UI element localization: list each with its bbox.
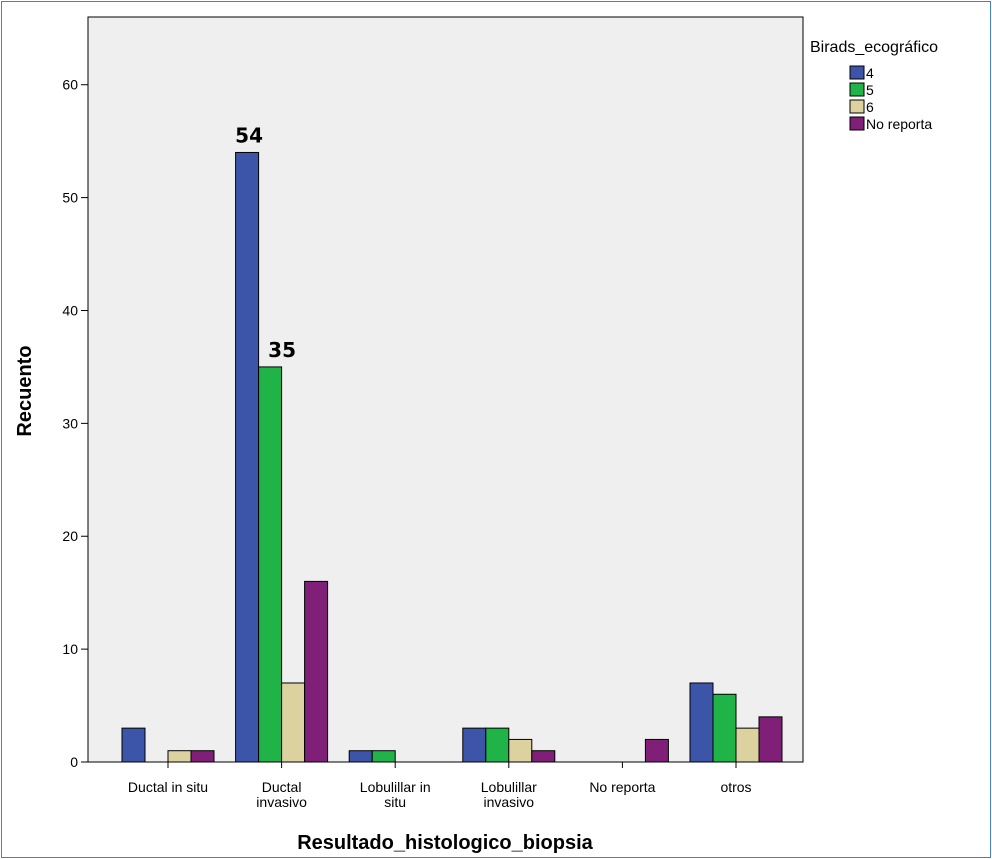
y-tick-label: 50 — [62, 190, 78, 206]
bars — [121, 151, 783, 763]
bar — [485, 727, 510, 763]
y-tick-label: 20 — [62, 528, 78, 544]
x-tick-label: invasivo — [484, 794, 535, 810]
legend-label: No reporta — [866, 116, 932, 132]
y-tick-label: 40 — [62, 302, 78, 318]
x-tick-label: Ductal — [262, 779, 302, 795]
bar — [281, 682, 306, 763]
legend-label: 5 — [866, 82, 874, 98]
data-labels: 54 35 — [235, 123, 296, 361]
y-tick-label: 30 — [62, 415, 78, 431]
bar — [462, 727, 487, 763]
legend-swatch — [849, 65, 865, 80]
bar — [371, 750, 396, 763]
legend-swatch — [849, 116, 865, 131]
x-tick-label: situ — [384, 794, 406, 810]
bar — [712, 693, 737, 763]
data-label: 54 — [235, 123, 263, 147]
x-tick-label: otros — [720, 779, 751, 795]
bar — [258, 366, 283, 763]
data-label: 35 — [268, 338, 296, 362]
legend-swatch — [849, 99, 865, 114]
x-tick-label: Ductal in situ — [128, 779, 208, 795]
plot-area — [87, 16, 804, 763]
bar — [508, 738, 533, 763]
bar — [348, 750, 373, 763]
legend-label: 6 — [866, 99, 874, 115]
y-tick-label: 10 — [62, 641, 78, 657]
bar — [644, 738, 669, 763]
bar — [735, 727, 760, 763]
x-axis-title: Resultado_histologico_biopsia — [297, 832, 593, 854]
x-tick-label: invasivo — [256, 794, 307, 810]
bar — [235, 151, 260, 763]
bar — [121, 727, 146, 763]
legend-swatch — [849, 82, 865, 97]
y-tick-label: 0 — [70, 754, 78, 770]
bar — [167, 750, 192, 763]
bar — [531, 750, 556, 763]
y-axis: 0 10 20 30 40 50 60 — [62, 77, 88, 770]
x-tick-label: Lobulillar in — [360, 779, 431, 795]
bar — [190, 750, 215, 763]
legend-title: Birads_ecográfico — [810, 39, 938, 56]
x-tick-label: Lobulillar — [481, 779, 537, 795]
bar — [758, 716, 783, 763]
bar — [689, 682, 714, 763]
bar — [304, 580, 329, 763]
y-axis-title: Recuento — [14, 345, 36, 436]
x-tick-label: No reporta — [589, 779, 655, 795]
legend-label: 4 — [866, 65, 874, 81]
y-tick-label: 60 — [62, 77, 78, 93]
